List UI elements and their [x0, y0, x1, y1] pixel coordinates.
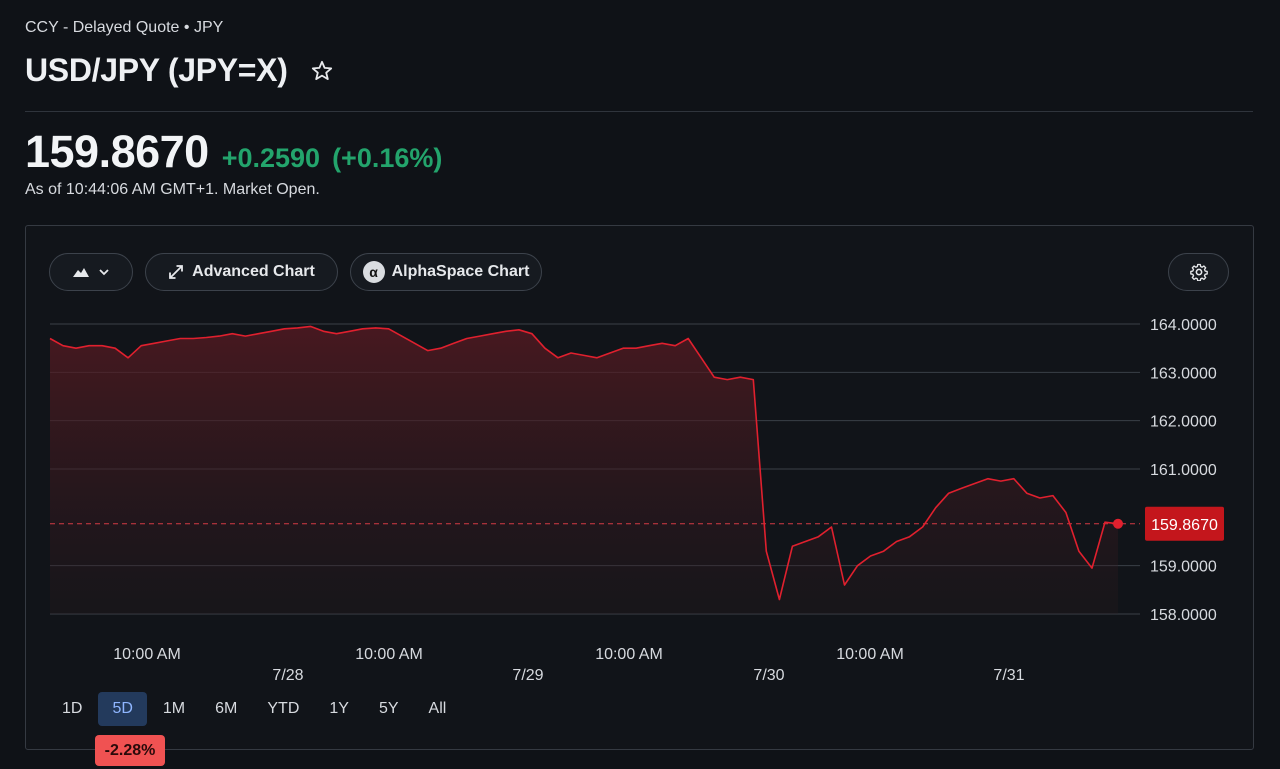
range-button-5d[interactable]: 5D [98, 692, 147, 726]
gear-icon [1189, 263, 1208, 281]
time-range-selector: 1D 5D 1M 6M YTD 1Y 5Y All [48, 692, 462, 726]
mountain-chart-icon [73, 266, 89, 278]
chevron-down-icon [99, 268, 109, 276]
page-title: USD/JPY (JPY=X) [25, 52, 288, 88]
market-status-timestamp: As of 10:44:06 AM GMT+1. Market Open. [25, 181, 320, 198]
header-divider [25, 111, 1253, 112]
alphaspace-chart-button[interactable]: α AlphaSpace Chart [350, 253, 542, 291]
range-button-5y[interactable]: 5Y [378, 700, 399, 717]
range-button-6m[interactable]: 6M [215, 700, 238, 717]
price-change-percent: (+0.16%) [332, 143, 443, 173]
chart-type-dropdown[interactable] [49, 253, 133, 291]
current-price: 159.8670 [25, 126, 209, 177]
range-button-ytd[interactable]: YTD [267, 700, 300, 717]
advanced-chart-button[interactable]: Advanced Chart [145, 253, 338, 291]
quote-source-subtitle: CCY - Delayed Quote • JPY [25, 19, 224, 36]
range-button-1y[interactable]: 1Y [329, 700, 349, 717]
expand-icon [168, 264, 184, 280]
price-change: +0.2590 [221, 143, 321, 173]
range-button-1d[interactable]: 1D [62, 700, 83, 717]
price-row: 159.8670 +0.2590 (+0.16%) [25, 126, 442, 178]
chart-settings-button[interactable] [1168, 253, 1229, 291]
star-icon[interactable] [310, 59, 334, 83]
range-performance-badge: -2.28% [95, 735, 165, 766]
title-row: USD/JPY (JPY=X) [25, 52, 334, 89]
advanced-chart-label: Advanced Chart [192, 263, 315, 280]
range-button-all[interactable]: All [428, 700, 447, 717]
alphaspace-chart-label: AlphaSpace Chart [391, 263, 530, 280]
alphaspace-logo-icon: α [362, 261, 385, 283]
chart-panel [25, 225, 1254, 750]
range-button-1m[interactable]: 1M [162, 700, 186, 717]
